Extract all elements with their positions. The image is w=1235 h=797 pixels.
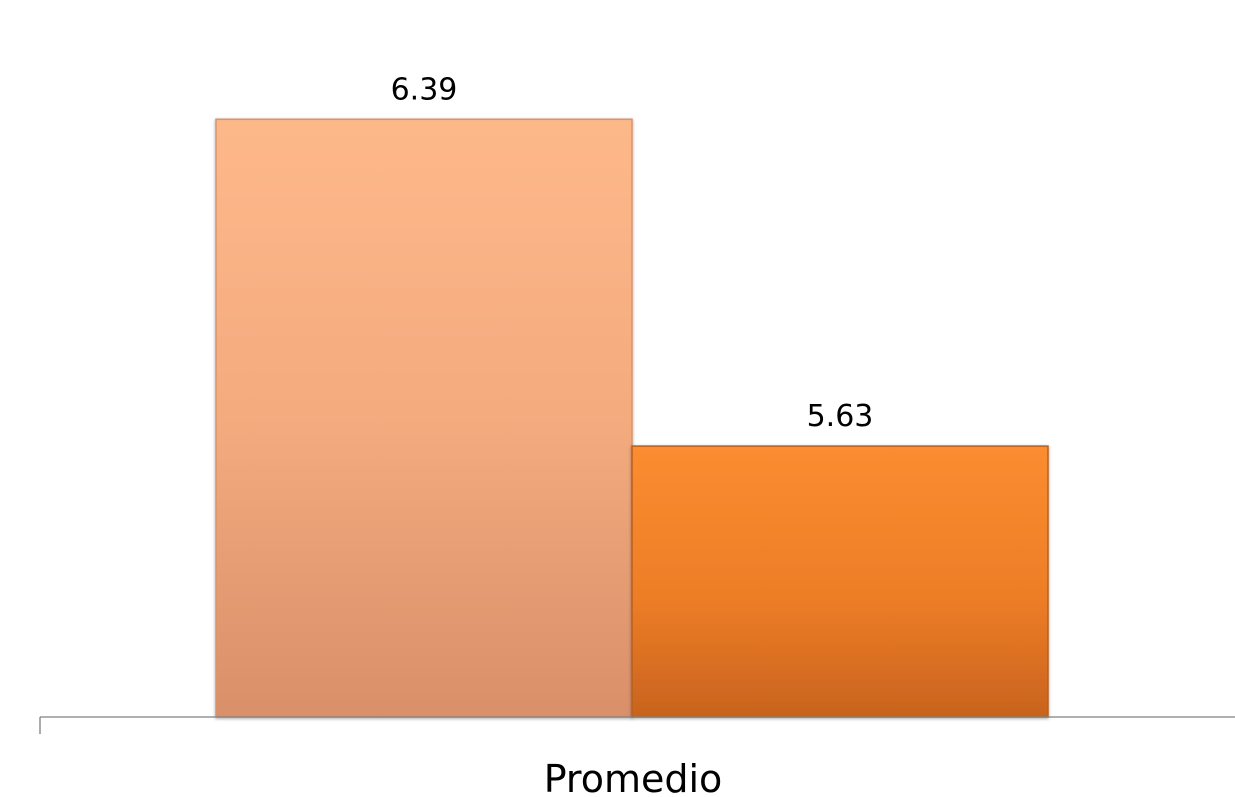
- bar-series-1: [215, 118, 633, 718]
- bars-layer: [215, 118, 1049, 718]
- data-labels-layer: 6.39 5.63: [391, 72, 874, 434]
- x-axis-category-label: Promedio: [544, 757, 723, 797]
- data-label-series-1: 6.39: [391, 72, 458, 107]
- bar-series-2: [631, 445, 1049, 718]
- data-label-series-2: 5.63: [807, 399, 874, 434]
